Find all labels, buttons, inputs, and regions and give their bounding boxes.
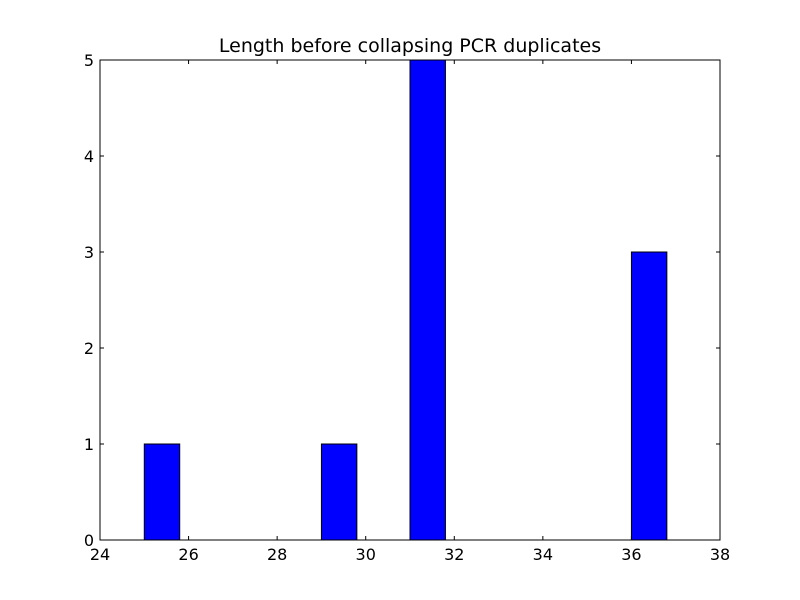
y-tick-label-0: 0 bbox=[84, 531, 94, 550]
y-tick-label-1: 1 bbox=[84, 435, 94, 454]
x-tick-label-2: 28 bbox=[267, 545, 287, 564]
y-tick-label-3: 3 bbox=[84, 243, 94, 262]
x-tick-label-5: 34 bbox=[533, 545, 553, 564]
plot-frame bbox=[99, 59, 721, 541]
y-tick-label-4: 4 bbox=[84, 147, 94, 166]
x-tick-label-6: 36 bbox=[621, 545, 641, 564]
x-tick-label-3: 30 bbox=[356, 545, 376, 564]
bar-0 bbox=[143, 443, 181, 541]
x-tick-label-0: 24 bbox=[90, 545, 110, 564]
y-tick-label-5: 5 bbox=[84, 51, 94, 70]
bars-layer bbox=[143, 59, 668, 541]
y-tick-label-2: 2 bbox=[84, 339, 94, 358]
bar-2 bbox=[409, 59, 446, 541]
bar-3 bbox=[630, 251, 668, 541]
x-tick-label-7: 38 bbox=[710, 545, 730, 564]
chart-title: Length before collapsing PCR duplicates bbox=[219, 35, 601, 57]
bar-1 bbox=[320, 443, 358, 541]
x-tick-label-1: 26 bbox=[178, 545, 198, 564]
x-tick-label-4: 32 bbox=[444, 545, 464, 564]
